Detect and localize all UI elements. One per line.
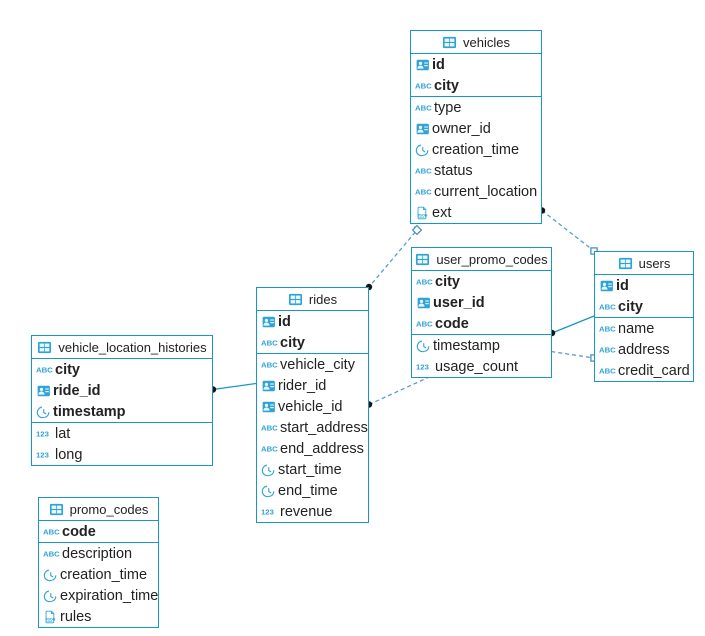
svg-text:ABC: ABC xyxy=(261,444,278,453)
svg-text:123: 123 xyxy=(261,507,275,516)
svg-text:ABC: ABC xyxy=(416,277,433,286)
svg-text:123: 123 xyxy=(36,429,50,438)
svg-text:ABC: ABC xyxy=(416,319,433,328)
svg-text:ABC: ABC xyxy=(261,360,278,369)
svg-text:ABC: ABC xyxy=(415,187,432,196)
svg-text:ABC: ABC xyxy=(599,366,616,375)
svg-text:ABC: ABC xyxy=(43,549,60,558)
svg-text:ABC: ABC xyxy=(599,302,616,311)
svg-text:ABC: ABC xyxy=(415,81,432,90)
svg-text:ABC: ABC xyxy=(599,345,616,354)
svg-text:123: 123 xyxy=(36,450,50,459)
svg-text:ABC: ABC xyxy=(261,423,278,432)
svg-text:ABC: ABC xyxy=(36,365,53,374)
svg-text:ABC: ABC xyxy=(43,527,60,536)
svg-text:123: 123 xyxy=(416,362,430,371)
svg-text:ABC: ABC xyxy=(261,338,278,347)
svg-text:ABC: ABC xyxy=(415,103,432,112)
svg-text:JSON: JSON xyxy=(417,213,427,217)
svg-text:ABC: ABC xyxy=(415,166,432,175)
svg-text:ABC: ABC xyxy=(599,324,616,333)
svg-text:JSON: JSON xyxy=(45,617,55,621)
